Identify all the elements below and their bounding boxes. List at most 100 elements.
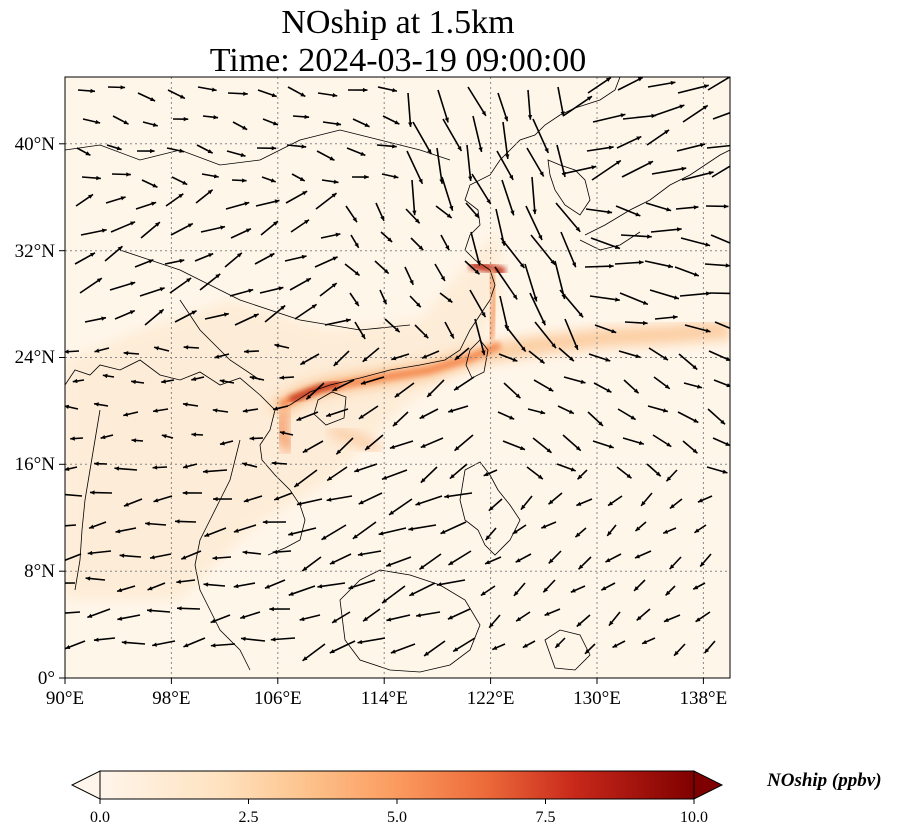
wind-arrow-head: [321, 535, 327, 540]
colorbar-body: [99, 770, 695, 800]
wind-arrow-head: [655, 471, 661, 477]
wind-arrow-head: [647, 234, 652, 239]
wind-arrow-head: [538, 235, 543, 241]
wind-arrow-head: [516, 616, 522, 622]
wind-arrow-head: [423, 333, 429, 339]
wind-arrow-head: [131, 438, 137, 443]
wind-arrow-head: [240, 636, 246, 642]
wind-arrow-shaft: [288, 527, 317, 536]
wind-arrow-head: [120, 196, 126, 201]
wind-arrow-head: [492, 645, 498, 650]
wind-arrow-head: [634, 586, 639, 591]
wind-arrow-head: [130, 221, 136, 226]
wind-arrow-head: [245, 228, 251, 233]
wind-arrow-shaft: [714, 321, 730, 330]
wind-arrow-head: [207, 149, 213, 154]
wind-arrow-head: [332, 618, 338, 623]
wind-arrow-head: [354, 301, 359, 307]
wind-arrow-head: [580, 379, 586, 384]
wind-arrow-head: [304, 114, 310, 120]
wind-arrow-head: [705, 242, 711, 247]
wind-arrow-head: [576, 501, 582, 506]
title-line-2: Time: 2024-03-19 09:00:00: [209, 42, 587, 79]
wind-arrow-head: [117, 588, 123, 593]
wind-arrow-shaft: [469, 289, 487, 318]
wind-arrow-head: [444, 494, 450, 499]
wind-arrow-head: [474, 269, 480, 275]
wind-arrow-head: [300, 92, 306, 97]
wind-arrow-shaft: [709, 292, 730, 295]
wind-arrow-head: [55, 581, 60, 585]
wind-arrow-head: [179, 258, 185, 264]
wind-arrow-shaft: [65, 611, 81, 614]
wind-arrow-head: [161, 379, 167, 384]
wind-arrow-head: [637, 77, 643, 82]
wind-arrow-shaft: [378, 527, 407, 536]
wind-arrow-head: [445, 245, 450, 251]
wind-arrow-head: [697, 384, 702, 389]
wind-arrow-head: [187, 223, 193, 228]
wind-arrow-head: [253, 313, 259, 318]
wind-arrow-head: [394, 327, 400, 333]
wind-arrow-head: [666, 476, 672, 482]
wind-arrow-head: [568, 409, 574, 414]
wind-arrow-head: [440, 276, 445, 282]
wind-arrow-shaft: [651, 167, 687, 175]
wind-arrow-head: [575, 226, 581, 232]
wind-arrow-head: [641, 501, 646, 506]
wind-arrow-head: [448, 560, 454, 565]
wind-arrow-shaft: [557, 86, 565, 117]
wind-arrow-head: [336, 449, 342, 455]
wind-arrow-shaft: [706, 144, 730, 149]
wind-arrow-head: [611, 329, 617, 334]
wind-arrow-shaft: [559, 289, 584, 318]
wind-arrow-head: [598, 421, 604, 426]
wind-arrow-shaft: [348, 579, 376, 590]
wind-arrow-shaft: [466, 144, 472, 182]
wind-arrow-shaft: [527, 89, 532, 120]
wind-arrow-head: [362, 87, 368, 93]
wind-arrow-head: [154, 346, 159, 351]
wind-arrow-head: [700, 561, 705, 567]
wind-arrow-head: [391, 356, 397, 361]
wind-arrow-head: [305, 278, 311, 283]
wind-arrow-head: [512, 294, 518, 300]
wind-arrow-head: [279, 430, 285, 436]
title-line-1: NOship at 1.5km: [281, 4, 515, 41]
wind-arrow-head: [274, 343, 280, 348]
wind-arrow-shaft: [388, 498, 413, 516]
wind-arrow-head: [288, 591, 294, 596]
wind-arrow-head: [242, 462, 248, 467]
wind-arrow-head: [548, 499, 554, 505]
wind-arrow-head: [358, 500, 364, 505]
wind-arrow-head: [636, 136, 642, 141]
wind-arrow-head: [212, 555, 218, 561]
wind-arrow-head: [65, 404, 70, 410]
wind-arrow-head: [364, 122, 370, 127]
wind-arrow-head: [333, 179, 339, 184]
wind-arrow-shaft: [526, 147, 545, 177]
wind-arrow-shaft: [531, 176, 536, 215]
wind-arrow-head: [392, 421, 398, 427]
wind-arrow-head: [634, 554, 640, 559]
wind-arrow-head: [70, 436, 75, 441]
wind-arrow-head: [204, 532, 210, 537]
lat-tick-label: 8°N: [24, 561, 55, 582]
wind-arrow-head: [638, 440, 644, 445]
wind-arrow-head: [731, 143, 736, 147]
wind-arrow-head: [664, 384, 670, 389]
wind-arrow-shaft: [288, 585, 316, 596]
wind-arrow-head: [608, 145, 614, 150]
wind-arrow-head: [730, 74, 735, 78]
wind-arrow-head: [702, 105, 708, 110]
wind-arrow-head: [390, 649, 396, 654]
wind-arrow-head: [329, 649, 335, 654]
wind-arrow-head: [587, 96, 592, 101]
wind-arrow-shaft: [676, 143, 706, 152]
wind-arrow-head: [708, 171, 714, 176]
wind-arrow-head: [488, 506, 494, 511]
wind-arrow-head: [481, 350, 486, 356]
wind-arrow-shaft: [381, 585, 406, 604]
wind-arrow-shaft: [504, 324, 527, 352]
wind-arrow-head: [541, 320, 546, 326]
